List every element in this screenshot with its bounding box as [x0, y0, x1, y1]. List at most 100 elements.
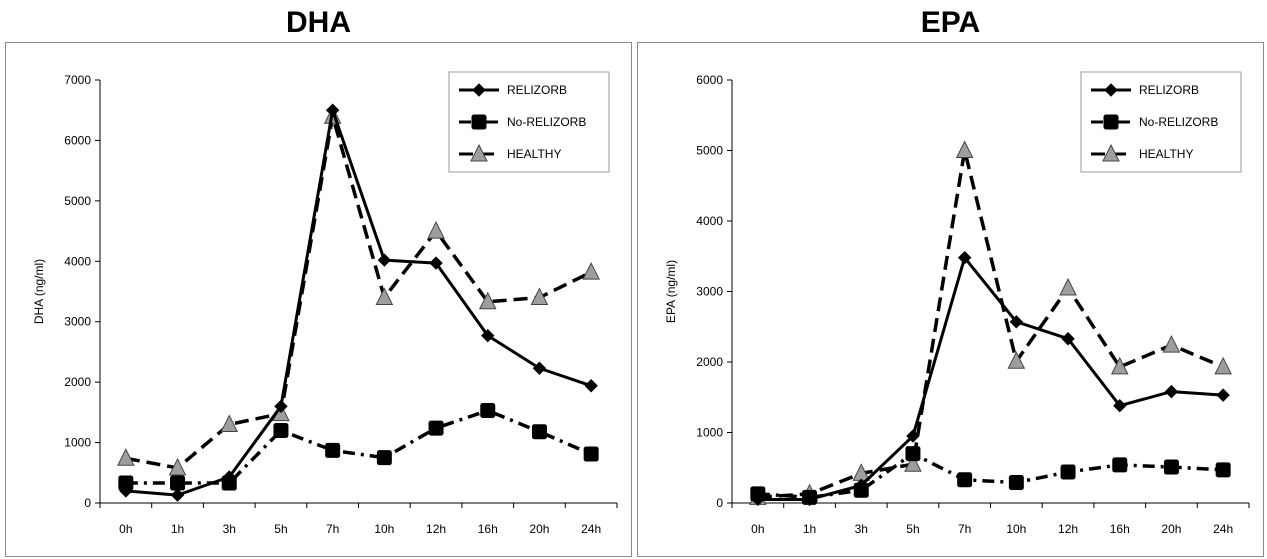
dha-x-tick-label: 24h	[581, 522, 601, 536]
epa-point-relizorb	[1061, 332, 1075, 346]
dha-line-chart: 0 1000 2000 3000 4000 5000 6000 7000 0h 1h 3h 5h 7h 1…	[32, 71, 618, 536]
dha-point-healthy	[117, 448, 135, 466]
dha-y-tick-label: 1000	[64, 436, 91, 450]
epa-legend-label-healthy: HEALTHY	[1139, 147, 1193, 161]
epa-x-tick-label: 10h	[1006, 522, 1026, 536]
epa-chart-title: EPA	[920, 6, 981, 39]
epa-point-relizorb	[1113, 399, 1127, 413]
dha-point-healthy	[582, 262, 600, 280]
epa-y-axis-label: EPA (ng/ml)	[664, 260, 678, 323]
dha-point-no-relizorb	[325, 442, 341, 458]
dha-legend-marker-relizorb	[472, 83, 486, 97]
epa-y-tick-label: 4000	[696, 214, 723, 228]
dha-x-tick-label: 7h	[326, 522, 339, 536]
dha-legend: RELIZORB No-RELIZORB HEALTHY	[448, 71, 610, 173]
dha-point-healthy	[427, 220, 445, 239]
dha-x-tick-label: 12h	[426, 522, 446, 536]
dha-y-tick-label: 2000	[64, 375, 91, 389]
dha-point-relizorb	[481, 328, 495, 343]
dha-legend-label-relizorb: RELIZORB	[507, 83, 567, 97]
epa-point-relizorb	[1216, 388, 1230, 402]
dha-point-relizorb	[584, 379, 598, 393]
epa-y-tick-label: 6000	[696, 73, 723, 87]
dha-point-relizorb	[170, 488, 185, 502]
epa-point-no-relizorb	[1112, 457, 1128, 473]
epa-y-tick-label: 3000	[696, 285, 723, 299]
epa-point-healthy	[1059, 277, 1077, 296]
dha-legend-marker-healthy	[470, 143, 488, 162]
dha-point-no-relizorb	[428, 420, 444, 436]
dha-legend-marker-no-relizorb	[471, 114, 487, 130]
dha-x-tick-label: 1h	[171, 522, 184, 536]
dha-y-axis-label: DHA (ng/ml)	[32, 259, 46, 324]
dha-legend-label-healthy: HEALTHY	[507, 147, 561, 161]
epa-point-relizorb	[854, 478, 868, 493]
dha-point-healthy	[168, 457, 187, 476]
dha-y-tick-label: 0	[84, 496, 91, 510]
dha-x-tick-label: 10h	[374, 522, 394, 536]
epa-legend-marker-no-relizorb	[1103, 114, 1119, 130]
epa-point-relizorb	[906, 429, 920, 443]
dha-point-relizorb	[274, 399, 288, 414]
dha-point-no-relizorb	[170, 475, 186, 491]
dha-x-tick-label: 0h	[119, 522, 132, 536]
epa-y-tick-label: 2000	[696, 355, 723, 369]
epa-point-healthy	[1214, 356, 1232, 375]
epa-point-no-relizorb	[905, 446, 921, 462]
dha-line-relizorb	[125, 108, 592, 497]
epa-point-no-relizorb	[1215, 462, 1231, 478]
dha-point-no-relizorb	[376, 450, 392, 466]
epa-x-tick-label: 1h	[803, 522, 816, 536]
dha-point-no-relizorb	[480, 403, 496, 419]
epa-x-tick-label: 5h	[906, 522, 919, 536]
epa-point-healthy	[1162, 334, 1181, 353]
epa-x-tick-label: 7h	[958, 522, 971, 536]
epa-point-healthy	[904, 454, 922, 472]
dha-legend-label-no-relizorb: No-RELIZORB	[507, 115, 586, 129]
dha-y-tick-label: 7000	[64, 73, 91, 87]
epa-x-tick-label: 16h	[1110, 522, 1130, 536]
epa-legend-marker-healthy	[1102, 143, 1120, 162]
dha-point-relizorb	[532, 361, 547, 375]
dha-point-no-relizorb	[273, 422, 289, 438]
epa-legend: RELIZORB No-RELIZORB HEALTHY	[1080, 71, 1242, 173]
epa-point-no-relizorb	[1008, 475, 1024, 491]
epa-line-relizorb	[757, 256, 1224, 501]
dha-point-relizorb	[429, 256, 443, 270]
epa-point-no-relizorb	[1163, 459, 1179, 475]
epa-y-tick-label: 0	[716, 496, 723, 510]
epa-point-relizorb	[1164, 384, 1179, 399]
dha-series-relizorb	[119, 103, 598, 502]
epa-x-tick-label: 0h	[751, 522, 764, 536]
epa-point-relizorb	[802, 492, 817, 507]
dha-point-relizorb	[377, 253, 392, 267]
epa-legend-label-no-relizorb: No-RELIZORB	[1139, 115, 1218, 129]
dha-point-healthy	[478, 291, 497, 310]
dha-chart-panel: DHA 0 1000 2000 3000 4000 5000 6000 7000 0h 1h 3h 5…	[5, 0, 632, 559]
dha-point-healthy	[530, 287, 549, 306]
dha-chart-title: DHA	[286, 6, 351, 39]
epa-line-healthy	[757, 148, 1224, 500]
epa-point-healthy	[1007, 351, 1026, 369]
epa-line-no-relizorb	[757, 451, 1224, 500]
dha-point-no-relizorb	[531, 424, 547, 440]
epa-y-tick-label: 5000	[696, 144, 723, 158]
dha-point-healthy	[375, 287, 394, 306]
dha-series-no-relizorb	[118, 403, 599, 491]
epa-line-chart: 0 1000 2000 3000 4000 5000 6000 0h 1h 3h 5h 7h 10h 12…	[664, 71, 1250, 536]
epa-point-healthy	[1110, 356, 1129, 375]
epa-x-tick-label: 20h	[1161, 522, 1181, 536]
dha-x-tick-label: 20h	[529, 522, 549, 536]
dha-point-relizorb	[119, 484, 133, 498]
epa-legend-label-relizorb: RELIZORB	[1139, 83, 1199, 97]
dha-point-relizorb	[222, 470, 236, 484]
epa-point-no-relizorb	[1060, 464, 1076, 480]
epa-x-tick-label: 24h	[1213, 522, 1233, 536]
epa-point-no-relizorb	[957, 472, 973, 488]
epa-y-tick-label: 1000	[696, 426, 723, 440]
dha-point-no-relizorb	[583, 446, 599, 462]
epa-x-tick-label: 3h	[855, 522, 868, 536]
dha-line-healthy	[125, 114, 592, 470]
dha-y-tick-label: 3000	[64, 315, 91, 329]
epa-point-healthy	[955, 140, 974, 158]
